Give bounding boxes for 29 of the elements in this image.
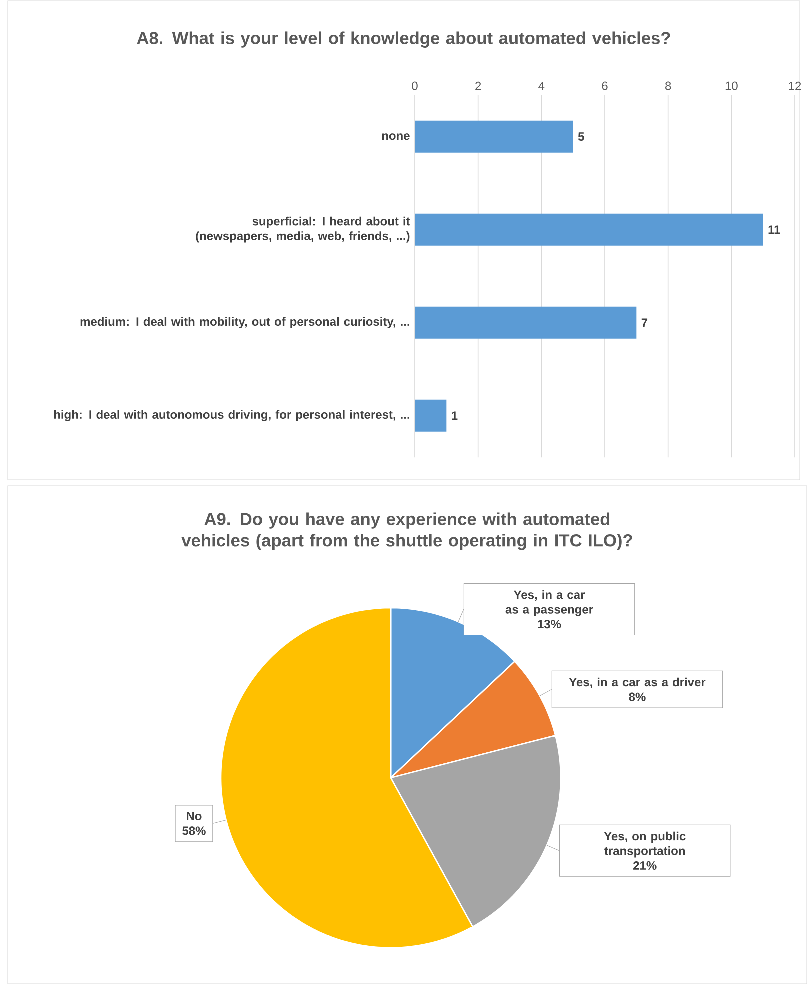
bar	[415, 400, 447, 432]
x-tick-label: 2	[476, 82, 482, 90]
data-label: 5	[578, 132, 584, 142]
y-tick-label: medium: I deal with mobility, out of personal curiosity, ...	[80, 317, 410, 328]
chart-title: A8. What is your level of knowledge about automated vehicles?	[137, 32, 670, 48]
y-tick-label: superficial: I heard about it (newspapers, media, web, friends, ...)	[196, 216, 410, 243]
y-tick-label: none	[382, 134, 410, 140]
data-label: 13%	[538, 620, 562, 629]
x-tick-label: 12	[789, 82, 802, 90]
data-label: 58%	[182, 826, 206, 836]
bar	[415, 306, 637, 339]
data-label: 7	[642, 318, 648, 327]
data-label: 8%	[629, 692, 646, 702]
slice-label: Yes, on public transportation	[604, 832, 686, 858]
data-label: 1	[452, 412, 458, 420]
slice-label: Yes, in a car as a driver	[569, 678, 706, 688]
data-label: 21%	[634, 862, 657, 870]
slice-label: Yes, in a car as a passenger	[506, 590, 594, 616]
y-tick-label: high: I deal with autonomous driving, for personal interest, ...	[54, 410, 410, 422]
bar	[415, 214, 764, 246]
bar	[415, 120, 574, 153]
data-label: 11	[768, 226, 780, 234]
slice-label: No	[187, 812, 202, 821]
x-tick-label: 0	[412, 82, 418, 90]
x-tick-label: 6	[602, 82, 608, 90]
chart-title: A9. Do you have any experience with automated vehicles (apart from the shuttle operating in ITC ILO)?	[182, 512, 632, 550]
x-tick-label: 4	[538, 82, 545, 90]
x-tick-label: 10	[726, 82, 738, 90]
x-tick-label: 8	[666, 82, 672, 90]
